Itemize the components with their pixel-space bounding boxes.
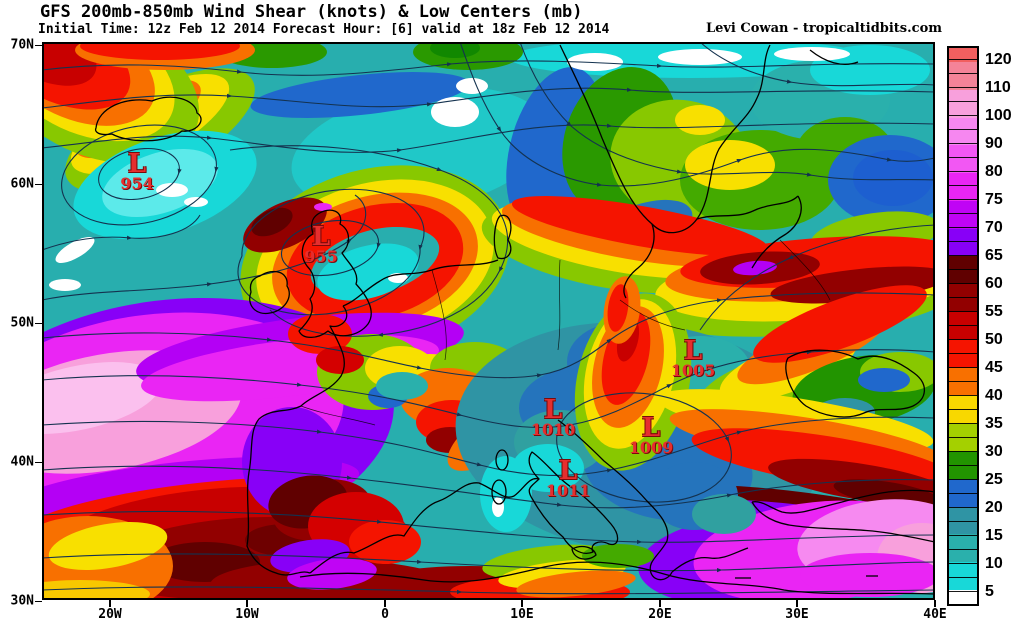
colorbar-tick-label: 70 (985, 219, 1003, 236)
colorbar-cell (949, 395, 977, 424)
lon-tick-label: 20W (98, 607, 122, 622)
colorbar-cell (949, 48, 977, 62)
lon-tick-mark (384, 600, 386, 607)
colorbar-cell (949, 256, 977, 285)
colorbar-cell (949, 506, 977, 535)
lon-tick-label: 10W (235, 607, 259, 622)
lat-tick-label: 40N (10, 454, 34, 470)
lat-tick-mark (35, 461, 42, 463)
colorbar-cell (949, 173, 977, 201)
colorbar-cell (949, 339, 977, 368)
lat-tick-mark (35, 322, 42, 324)
colorbar-cell (949, 89, 977, 118)
colorbar-tick-label: 100 (985, 107, 1012, 124)
run-info: Initial Time: 12z Feb 12 2014 Forecast H… (38, 22, 610, 37)
colorbar-tick-label: 110 (985, 79, 1011, 96)
coastlines (94, 44, 935, 595)
colorbar-tick-label: 45 (985, 359, 1003, 376)
colorbar-cell (949, 117, 977, 146)
colorbar-cell (949, 534, 977, 563)
lon-tick-mark (109, 600, 111, 607)
colorbar-cell (949, 590, 977, 604)
colorbar-tick-label: 15 (985, 527, 1003, 544)
lon-tick-mark (796, 600, 798, 607)
credit-text: Levi Cowan - tropicaltidbits.com (705, 21, 942, 36)
colorbar-tick-label: 60 (985, 275, 1003, 292)
colorbar-tick-label: 30 (985, 443, 1003, 460)
lon-tick-mark (659, 600, 661, 607)
lon-tick-label: 40E (923, 607, 947, 622)
colorbar-cell (949, 284, 977, 313)
colorbar-tick-label: 25 (985, 471, 1003, 488)
colorbar-tick-label: 20 (985, 499, 1003, 516)
lon-tick-label: 20E (648, 607, 672, 622)
colorbar-cell (949, 200, 977, 229)
colorbar-cell (949, 562, 977, 591)
colorbar-tick-label: 120 (985, 51, 1012, 68)
colorbar-cell (949, 145, 977, 174)
page-title: GFS 200mb-850mb Wind Shear (knots) & Low… (40, 2, 583, 22)
colorbar-tick-label: 40 (985, 387, 1003, 404)
lat-tick-label: 50N (10, 315, 34, 331)
colorbar-tick-label: 75 (985, 191, 1003, 208)
colorbar-tick-label: 5 (985, 583, 994, 600)
colorbar-labels: 120 110 100 90 80 75 70 65 60 55 50 45 40 35 30 25 20 15 1… (985, 46, 1025, 606)
streamlines (42, 42, 935, 595)
lon-tick-label: 0 (381, 607, 389, 622)
colorbar-tick-label: 65 (985, 247, 1003, 264)
lat-tick-label: 30N (10, 593, 34, 609)
lat-tick-label: 60N (10, 176, 34, 192)
colorbar-cell (949, 367, 977, 396)
colorbar-cell (949, 312, 977, 340)
lon-tick-mark (934, 600, 936, 607)
colorbar-cell (949, 423, 977, 452)
colorbar-tick-label: 50 (985, 331, 1003, 348)
lon-tick-mark (521, 600, 523, 607)
lat-tick-mark (35, 44, 42, 46)
lat-tick-mark (35, 600, 42, 602)
colorbar-cells (947, 46, 979, 606)
colorbar-cell (949, 61, 977, 90)
colorbar-tick-label: 10 (985, 555, 1003, 572)
lat-tick-mark (35, 183, 42, 185)
lon-tick-mark (246, 600, 248, 607)
colorbar-tick-label: 90 (985, 135, 1003, 152)
colorbar-cell (949, 478, 977, 507)
lat-tick-label: 70N (10, 37, 34, 53)
shear-map-canvas (42, 42, 935, 600)
colorbar-tick-label: 55 (985, 303, 1003, 320)
colorbar-cell (949, 451, 977, 479)
lon-tick-label: 10E (510, 607, 534, 622)
colorbar-tick-label: 35 (985, 415, 1003, 432)
lon-tick-label: 30E (785, 607, 809, 622)
colorbar-cell (949, 228, 977, 257)
colorbar-tick-label: 80 (985, 163, 1003, 180)
shear-field-svg (42, 42, 935, 600)
map-border (42, 42, 935, 600)
